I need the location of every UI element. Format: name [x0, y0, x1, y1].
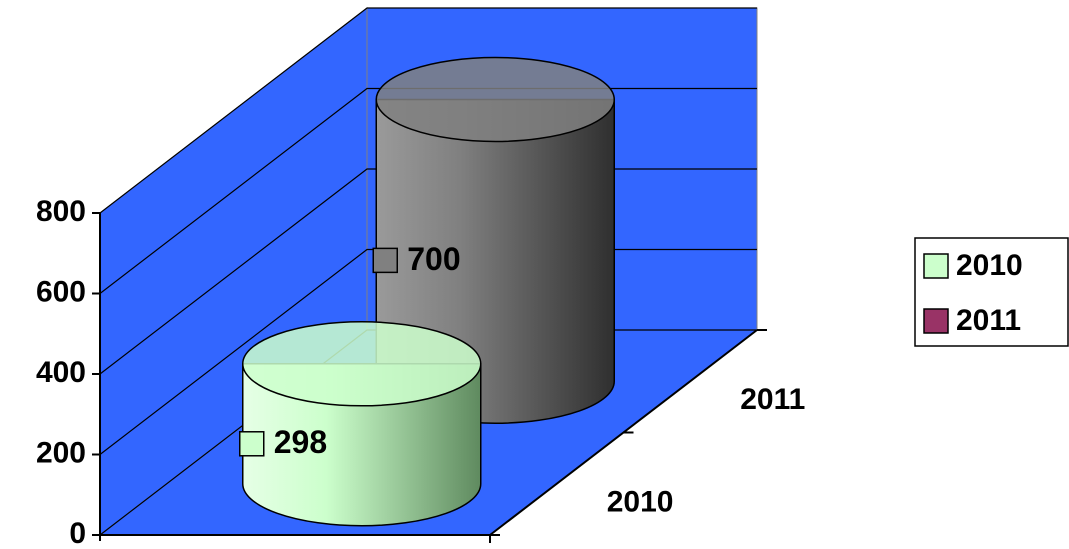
value-label: 298: [274, 424, 327, 460]
legend-label: 2011: [956, 304, 1021, 337]
value-label-key: [239, 431, 265, 457]
plot: 700 298: [239, 56, 615, 527]
y-tick-label: 800: [36, 195, 86, 228]
depth-label: 2010: [607, 486, 674, 519]
grid-line: [99, 168, 757, 375]
value-label: 700: [407, 241, 460, 277]
value-label-key: [372, 247, 398, 274]
grid-line: [99, 248, 757, 455]
y-tick-label: 0: [69, 517, 86, 549]
y-tick-label: 600: [36, 275, 86, 308]
legend-swatch: [923, 253, 949, 279]
grid-line: [99, 7, 757, 214]
y-tick-label: 400: [36, 356, 86, 389]
cylinder-top: [375, 56, 615, 143]
cylinder-top: [242, 321, 482, 407]
depth-label: 2011: [740, 383, 805, 416]
grid-line: [99, 87, 757, 294]
legend-label: 2010: [956, 249, 1023, 282]
legend-swatch: [923, 308, 949, 334]
cylinder: [242, 363, 482, 527]
y-tick-label: 200: [36, 436, 86, 469]
